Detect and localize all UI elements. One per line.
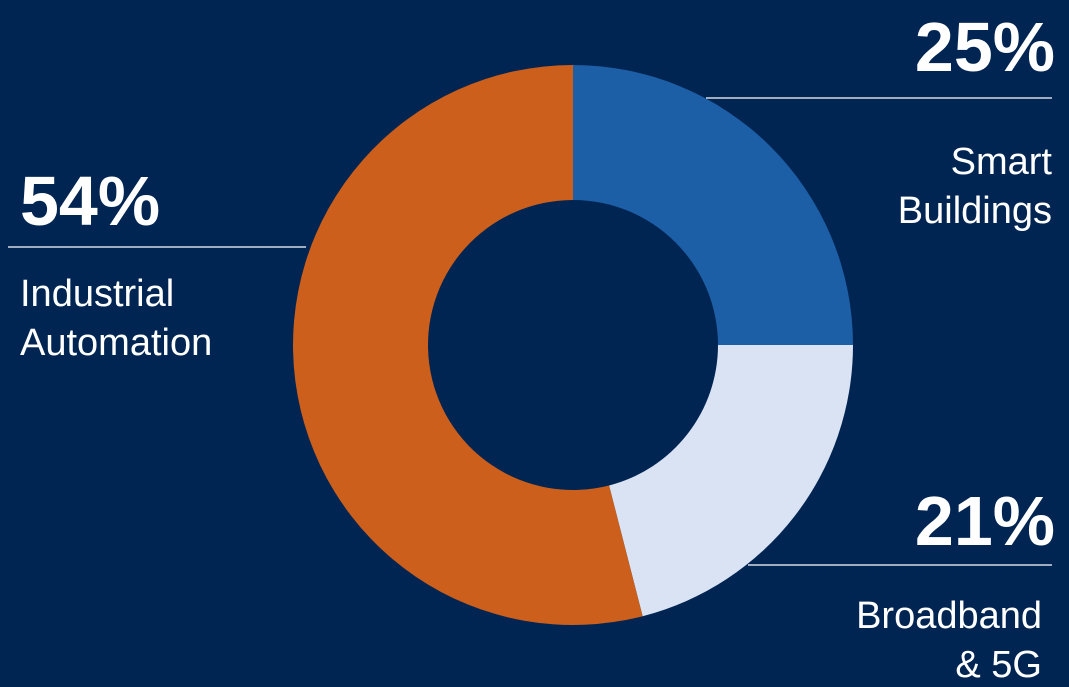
slice-percent-broadband-5g: 21% <box>914 482 1055 560</box>
slice-industrial-automation <box>292 65 643 625</box>
slice-label-line: Automation <box>20 322 213 365</box>
slice-label-broadband-5g: Broadband & 5G <box>760 592 1042 687</box>
slice-label-line: Broadband <box>856 595 1042 637</box>
slice-label-industrial-automation: Industrial Automation <box>20 270 300 369</box>
slice-label-line: Buildings <box>897 190 1052 233</box>
slice-percent-smart-buildings: 25% <box>914 8 1055 86</box>
slice-percent-industrial-automation: 54% <box>20 162 161 240</box>
slice-label-line: Industrial <box>20 273 175 315</box>
leader-lines <box>8 97 1052 566</box>
slice-label-smart-buildings: Smart Buildings <box>780 138 1052 237</box>
slice-label-line: Smart <box>950 141 1052 183</box>
slice-broadband-5g <box>609 345 853 617</box>
donut-slices <box>292 65 853 625</box>
slice-smart-buildings <box>573 65 853 345</box>
slice-label-line: & 5G <box>955 644 1042 687</box>
